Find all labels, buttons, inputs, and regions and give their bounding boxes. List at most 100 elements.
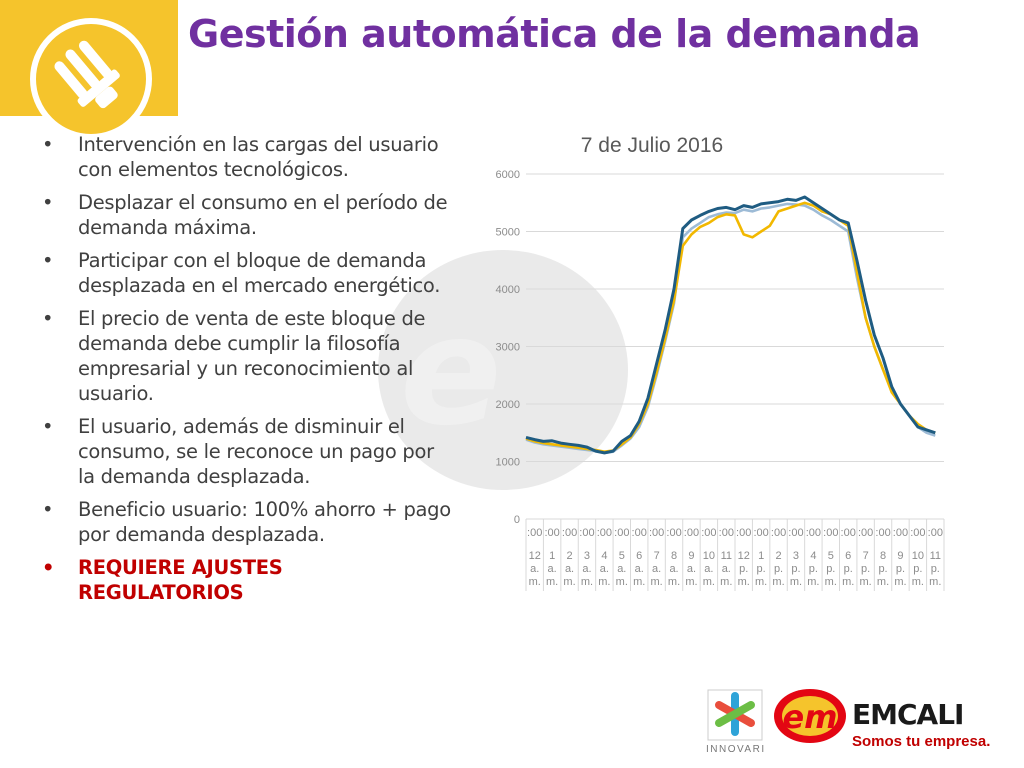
x-tick-label: 2 bbox=[775, 550, 781, 562]
x-tick-label: p. bbox=[809, 563, 818, 575]
x-tick-label: m. bbox=[929, 576, 941, 588]
innovari-wordmark: INNOVARI bbox=[706, 744, 766, 755]
x-tick-label: a. bbox=[600, 563, 609, 575]
x-tick-label: a. bbox=[687, 563, 696, 575]
footer-logos: INNOVARI em EMCALI Somos tu empresa. bbox=[700, 688, 1000, 758]
x-tick-label: 4 bbox=[810, 550, 816, 562]
x-tick-label: p. bbox=[791, 563, 800, 575]
x-tick-label: 8 bbox=[671, 550, 677, 562]
x-tick-label: a. bbox=[669, 563, 678, 575]
x-tick-label: a. bbox=[704, 563, 713, 575]
x-tick-label: p. bbox=[878, 563, 887, 575]
x-tick-label: a. bbox=[635, 563, 644, 575]
x-tick-label: 1 bbox=[758, 550, 764, 562]
x-tick-label: 9 bbox=[688, 550, 694, 562]
bullet-item: • Participar con el bloque de demanda des… bbox=[34, 248, 454, 298]
x-tick-label: 1 bbox=[549, 550, 555, 562]
x-tick-label: 12 bbox=[529, 550, 541, 562]
x-tick-label: a. bbox=[582, 563, 591, 575]
watermark-emblem-mark: e bbox=[400, 285, 502, 459]
x-tick-minutes: :00 bbox=[579, 527, 594, 539]
x-tick-label: 7 bbox=[654, 550, 660, 562]
y-tick-label: 4000 bbox=[496, 284, 520, 296]
y-tick-label: 1000 bbox=[496, 457, 520, 469]
x-tick-label: 5 bbox=[619, 550, 625, 562]
x-tick-minutes: :00 bbox=[841, 527, 856, 539]
x-tick-label: p. bbox=[913, 563, 922, 575]
x-tick-label: 3 bbox=[584, 550, 590, 562]
x-tick-label: a. bbox=[530, 563, 539, 575]
x-tick-minutes: :00 bbox=[788, 527, 803, 539]
page-title: Gestión automática de la demanda bbox=[188, 12, 921, 56]
bullet-item: • Beneficio usuario: 100% ahorro + pago p… bbox=[34, 497, 454, 547]
series-line-1 bbox=[525, 195, 936, 455]
demand-line-chart: 7 de Julio 2016 0 1000 2000 3000 4000 5000 600… bbox=[496, 134, 945, 591]
x-tick-label: m. bbox=[894, 576, 906, 588]
x-tick-label: 11 bbox=[721, 550, 732, 562]
x-tick-label: m. bbox=[790, 576, 802, 588]
bullet-marker: • bbox=[42, 307, 54, 330]
x-tick-label: m. bbox=[685, 576, 697, 588]
bullet-text: Desplazar el consumo en el período de de… bbox=[78, 191, 448, 239]
x-tick-label: p. bbox=[861, 563, 870, 575]
x-tick-label: m. bbox=[720, 576, 732, 588]
lightbulb-icon bbox=[54, 40, 120, 109]
x-tick-minutes: :00 bbox=[875, 527, 890, 539]
bullet-text: El usuario, además de disminuir el consu… bbox=[78, 415, 434, 488]
x-tick-label: 3 bbox=[793, 550, 799, 562]
bullet-marker: • bbox=[42, 415, 54, 438]
bullet-marker: • bbox=[42, 556, 55, 579]
x-tick-label: p. bbox=[931, 563, 940, 575]
x-tick-label: m. bbox=[755, 576, 767, 588]
y-tick-label: 3000 bbox=[496, 342, 520, 354]
x-tick-label: p. bbox=[844, 563, 853, 575]
x-tick-label: p. bbox=[826, 563, 835, 575]
emcali-wordmark: EMCALI bbox=[852, 698, 963, 731]
x-tick-label: m. bbox=[877, 576, 889, 588]
x-tick-minutes: :00 bbox=[736, 527, 751, 539]
x-tick-label: m. bbox=[668, 576, 680, 588]
bullet-list: • Intervención en las cargas del usuario … bbox=[34, 132, 454, 613]
bullet-item: • El precio de venta de este bloque de de… bbox=[34, 306, 454, 406]
x-tick-minutes: :00 bbox=[771, 527, 786, 539]
y-tick-label: 2000 bbox=[496, 399, 520, 411]
x-tick-label: a. bbox=[617, 563, 626, 575]
x-tick-label: p. bbox=[739, 563, 748, 575]
x-tick-label: p. bbox=[896, 563, 905, 575]
bullet-item: • Desplazar el consumo en el período de d… bbox=[34, 190, 454, 240]
x-tick-label: a. bbox=[565, 563, 574, 575]
x-tick-label: m. bbox=[529, 576, 541, 588]
x-tick-label: 10 bbox=[912, 550, 924, 562]
emcali-tagline: Somos tu empresa. bbox=[852, 733, 990, 750]
x-tick-label: p. bbox=[774, 563, 783, 575]
chart-title: 7 de Julio 2016 bbox=[581, 134, 723, 157]
x-tick-label: 6 bbox=[636, 550, 642, 562]
x-tick-minutes: :00 bbox=[527, 527, 542, 539]
x-tick-minutes: :00 bbox=[562, 527, 577, 539]
x-tick-label: m. bbox=[912, 576, 924, 588]
bullet-marker: • bbox=[42, 191, 54, 214]
svg-text:em: em bbox=[782, 698, 837, 736]
x-tick-minutes: :00 bbox=[893, 527, 908, 539]
bullet-marker: • bbox=[42, 498, 54, 521]
x-tick-minutes: :00 bbox=[806, 527, 821, 539]
x-tick-label: 12 bbox=[738, 550, 750, 562]
x-tick-label: m. bbox=[860, 576, 872, 588]
x-tick-label: 10 bbox=[703, 550, 715, 562]
x-tick-label: m. bbox=[807, 576, 819, 588]
x-tick-label: 9 bbox=[897, 550, 903, 562]
x-tick-label: 11 bbox=[930, 550, 941, 562]
x-tick-label: m. bbox=[651, 576, 663, 588]
x-tick-minutes: :00 bbox=[928, 527, 943, 539]
logo-group: INNOVARI em EMCALI Somos tu empresa. bbox=[706, 689, 990, 755]
lightbulb-badge bbox=[30, 18, 152, 140]
x-tick-label: m. bbox=[598, 576, 610, 588]
x-tick-label: m. bbox=[842, 576, 854, 588]
bullet-item: • El usuario, además de disminuir el cons… bbox=[34, 414, 454, 489]
x-tick-label: 2 bbox=[566, 550, 572, 562]
x-tick-minutes: :00 bbox=[649, 527, 664, 539]
x-tick-minutes: :00 bbox=[719, 527, 734, 539]
x-tick-label: m. bbox=[616, 576, 628, 588]
bullet-marker: • bbox=[42, 133, 54, 156]
bullet-text: Participar con el bloque de demanda desp… bbox=[78, 249, 441, 297]
